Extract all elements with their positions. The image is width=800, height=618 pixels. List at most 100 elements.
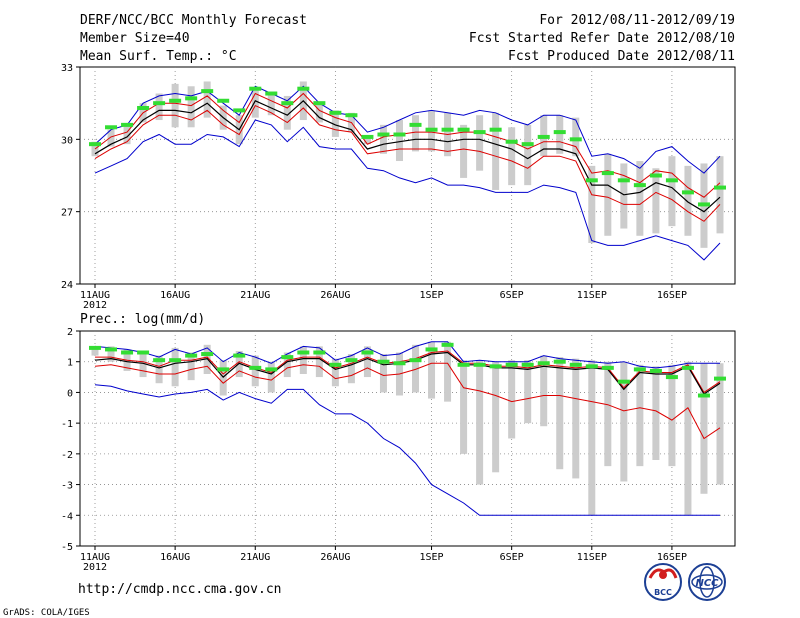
x-year-label: 2012 bbox=[83, 300, 107, 311]
mean-marker bbox=[553, 359, 566, 364]
y-tick-label: 27 bbox=[61, 208, 73, 219]
mean-marker bbox=[89, 345, 101, 350]
member-size-label: Member Size=40 bbox=[80, 31, 190, 46]
mean-marker bbox=[585, 178, 598, 183]
mean-marker bbox=[313, 350, 326, 355]
spread-bar bbox=[428, 341, 436, 399]
mean-marker bbox=[505, 362, 518, 367]
x-tick-label: 11SEP bbox=[577, 290, 607, 301]
spread-bar bbox=[107, 346, 115, 362]
plot-frame bbox=[79, 330, 736, 547]
spread-bar bbox=[540, 355, 548, 427]
spread-bar bbox=[187, 86, 195, 128]
spread-bar bbox=[363, 136, 371, 145]
spread-bar bbox=[684, 361, 692, 516]
spread-bar bbox=[636, 364, 644, 467]
mean-marker bbox=[137, 105, 150, 110]
mean+std-line bbox=[94, 92, 721, 198]
spread-bar bbox=[123, 124, 131, 145]
mean-marker bbox=[473, 362, 486, 367]
spread-bar bbox=[379, 354, 387, 393]
mean-marker bbox=[297, 350, 310, 355]
spread-bar bbox=[492, 361, 500, 473]
mean-marker bbox=[569, 137, 582, 142]
mean-marker bbox=[617, 379, 630, 384]
mean-marker bbox=[265, 91, 278, 96]
spread-bar bbox=[187, 352, 195, 381]
x-tick-label: 16SEP bbox=[657, 552, 687, 563]
spread-bar bbox=[668, 156, 676, 227]
spread-bar bbox=[107, 129, 115, 147]
x-tick-label: 21AUG bbox=[240, 290, 270, 301]
spread-bar bbox=[652, 168, 660, 234]
spread-bar bbox=[444, 341, 452, 402]
mean-marker bbox=[649, 368, 662, 373]
mean-marker bbox=[137, 350, 150, 355]
mean-marker bbox=[569, 362, 582, 367]
min-line bbox=[94, 384, 720, 516]
mean-marker bbox=[281, 101, 294, 106]
mean-marker bbox=[553, 130, 566, 135]
spread-bar bbox=[299, 346, 307, 374]
y-tick-label: 1 bbox=[67, 358, 73, 369]
mean-marker bbox=[537, 134, 550, 139]
mean-marker bbox=[601, 365, 614, 370]
mean-marker bbox=[249, 365, 262, 370]
spread-bar bbox=[412, 344, 420, 393]
min-line bbox=[94, 119, 721, 261]
spread-bar bbox=[492, 112, 500, 190]
mean-marker bbox=[585, 364, 598, 369]
mean-marker bbox=[425, 127, 438, 132]
mean-marker bbox=[361, 350, 374, 355]
mean-marker bbox=[633, 183, 646, 188]
mean-marker bbox=[441, 127, 454, 132]
mean-marker bbox=[521, 362, 534, 367]
spread-bar bbox=[412, 115, 420, 152]
mean-marker bbox=[201, 89, 214, 94]
mean-marker bbox=[665, 178, 678, 183]
spread-bar bbox=[620, 163, 628, 229]
spread-bar bbox=[700, 363, 708, 494]
x-tick-label: 21AUG bbox=[240, 552, 270, 563]
bcc-logo: BCC bbox=[644, 563, 682, 601]
spread-bar bbox=[668, 364, 676, 467]
mean-marker bbox=[537, 361, 550, 366]
mean-marker bbox=[681, 190, 694, 195]
mean-marker bbox=[617, 178, 630, 183]
spread-bar bbox=[620, 361, 628, 482]
mean-marker bbox=[297, 86, 310, 91]
plot-frame bbox=[79, 66, 736, 285]
mean-marker bbox=[714, 376, 726, 381]
mean-marker bbox=[393, 361, 406, 366]
spread-bar bbox=[636, 161, 644, 236]
spread-bar bbox=[556, 357, 564, 470]
mean-marker bbox=[265, 367, 278, 372]
x-year-label: 2012 bbox=[83, 562, 107, 573]
spread-bar bbox=[716, 363, 724, 485]
spread-bar bbox=[604, 153, 612, 236]
mean-marker bbox=[153, 358, 166, 363]
spread-bar bbox=[508, 360, 516, 439]
spread-bar bbox=[524, 124, 532, 186]
spread-bar bbox=[572, 117, 580, 157]
spread-bar bbox=[556, 115, 564, 154]
y-tick-label: 24 bbox=[61, 280, 73, 291]
mean-marker bbox=[633, 367, 646, 372]
bcc-logo-text: BCC bbox=[654, 588, 672, 597]
precipitation-panel: 11AUG 16AUG 21AUG 26AUG 1SEP 6SEP 11SEP 16SEP20… bbox=[61, 327, 736, 573]
mean-marker bbox=[361, 134, 374, 139]
fcst-produced-date: Fcst Produced Date 2012/08/11 bbox=[508, 49, 735, 64]
source-url: http://cmdp.ncc.cma.gov.cn bbox=[78, 582, 282, 597]
mean-marker bbox=[473, 130, 486, 135]
mean-marker bbox=[249, 86, 262, 91]
mean-marker bbox=[233, 353, 246, 358]
mean-marker bbox=[89, 142, 101, 147]
mean-marker bbox=[441, 342, 454, 347]
spread-bar bbox=[283, 352, 291, 378]
x-tick-label: 11SEP bbox=[577, 552, 607, 563]
spread-bar bbox=[139, 350, 147, 378]
x-tick-label: 16AUG bbox=[160, 290, 190, 301]
mean-marker bbox=[329, 362, 342, 367]
mean-marker bbox=[649, 173, 662, 178]
